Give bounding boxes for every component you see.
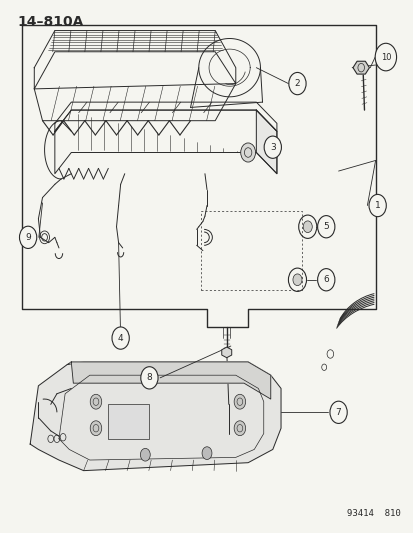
Circle shape: [288, 72, 305, 95]
Circle shape: [112, 327, 129, 349]
Polygon shape: [30, 362, 280, 471]
Circle shape: [263, 136, 281, 158]
Text: 14–810A: 14–810A: [18, 14, 84, 29]
Text: 9: 9: [25, 233, 31, 242]
Circle shape: [374, 43, 396, 71]
Circle shape: [240, 143, 255, 162]
Polygon shape: [352, 61, 368, 74]
Text: 4: 4: [118, 334, 123, 343]
Circle shape: [19, 226, 37, 248]
Circle shape: [368, 195, 385, 216]
Text: 5: 5: [323, 222, 328, 231]
Circle shape: [90, 394, 102, 409]
Circle shape: [140, 448, 150, 461]
Circle shape: [302, 221, 311, 232]
Text: 1: 1: [374, 201, 380, 210]
Text: 10: 10: [380, 53, 390, 62]
Polygon shape: [256, 110, 276, 174]
Circle shape: [292, 274, 301, 286]
Circle shape: [329, 401, 347, 423]
Text: 8: 8: [146, 373, 152, 382]
Circle shape: [234, 421, 245, 435]
Text: 6: 6: [323, 275, 328, 284]
Polygon shape: [221, 347, 231, 358]
Circle shape: [234, 394, 245, 409]
Text: 2: 2: [294, 79, 299, 88]
FancyBboxPatch shape: [108, 405, 149, 439]
Text: 7: 7: [335, 408, 341, 417]
Circle shape: [202, 447, 211, 459]
Text: 93414  810: 93414 810: [346, 510, 399, 519]
Circle shape: [140, 367, 158, 389]
Polygon shape: [71, 362, 270, 399]
Circle shape: [90, 421, 102, 435]
Text: 3: 3: [269, 143, 275, 152]
Circle shape: [317, 216, 334, 238]
Circle shape: [317, 269, 334, 291]
